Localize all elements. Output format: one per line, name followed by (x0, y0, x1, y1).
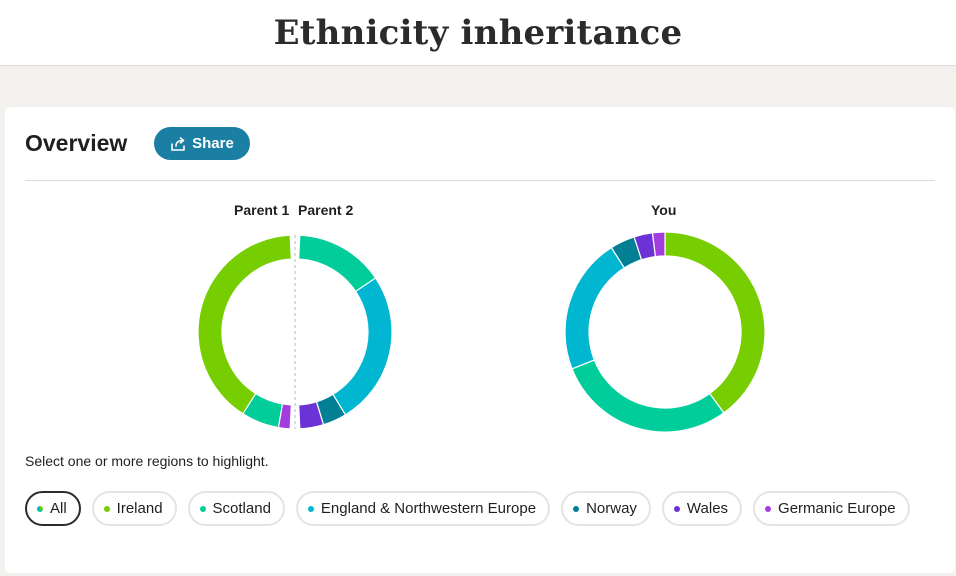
region-dot-scotland (199, 505, 206, 512)
region-dot-all (37, 505, 43, 512)
top-bar: Ethnicity inheritance (0, 0, 956, 66)
you-slice-germanic-europe (651, 231, 666, 258)
parent1-slice-germanic-europe (277, 403, 292, 430)
parents-donut-chart (197, 234, 393, 430)
region-chip-label: Scotland (212, 500, 271, 517)
parent2-slice-scotland (298, 234, 377, 293)
region-chip-wales[interactable]: Wales (661, 491, 743, 526)
region-dot-germanic (765, 505, 772, 512)
share-icon (170, 136, 186, 152)
region-chip-germanic[interactable]: Germanic Europe (753, 491, 910, 526)
you-slice-england-northwestern-europe (564, 246, 626, 370)
overview-card: Overview Share Parent 1 Parent 2 You Sel… (5, 107, 955, 573)
you-slice-scotland (571, 359, 725, 433)
you-slice-ireland (664, 231, 766, 414)
parent1-label: Parent 1 (234, 202, 290, 218)
region-chip-england[interactable]: England & Northwestern Europe (295, 491, 551, 526)
region-dot-ireland (103, 505, 110, 512)
you-donut-chart (564, 231, 766, 433)
region-chip-all[interactable]: All (25, 491, 81, 526)
region-chip-label: Ireland (116, 500, 163, 517)
divider (25, 180, 935, 181)
region-dot-wales (673, 505, 680, 512)
you-label: You (651, 202, 677, 218)
region-chip-label: England & Northwestern Europe (320, 500, 537, 517)
parent2-slice-england-northwestern-europe (332, 277, 393, 416)
region-chip-scotland[interactable]: Scotland (187, 491, 285, 526)
parent2-slice-wales (298, 401, 325, 430)
region-dot-norway (573, 505, 580, 512)
region-chip-label: Germanic Europe (778, 500, 896, 517)
parent1-slice-scotland (242, 392, 284, 429)
parent2-label: Parent 2 (298, 202, 354, 218)
page-title: Ethnicity inheritance (273, 12, 683, 53)
helper-text: Select one or more regions to highlight. (25, 453, 269, 469)
region-chip-label: All (50, 500, 67, 517)
share-label: Share (192, 135, 234, 152)
region-chips: All Ireland Scotland England & Northwestern… (25, 491, 910, 526)
region-chip-label: Norway (586, 500, 637, 517)
overview-title: Overview (25, 130, 128, 156)
parent1-slice-ireland (197, 234, 292, 415)
region-chip-ireland[interactable]: Ireland (91, 491, 177, 526)
region-chip-label: Wales (686, 500, 729, 517)
region-chip-norway[interactable]: Norway (561, 491, 651, 526)
share-button[interactable]: Share (154, 127, 250, 160)
region-dot-england (307, 505, 314, 512)
